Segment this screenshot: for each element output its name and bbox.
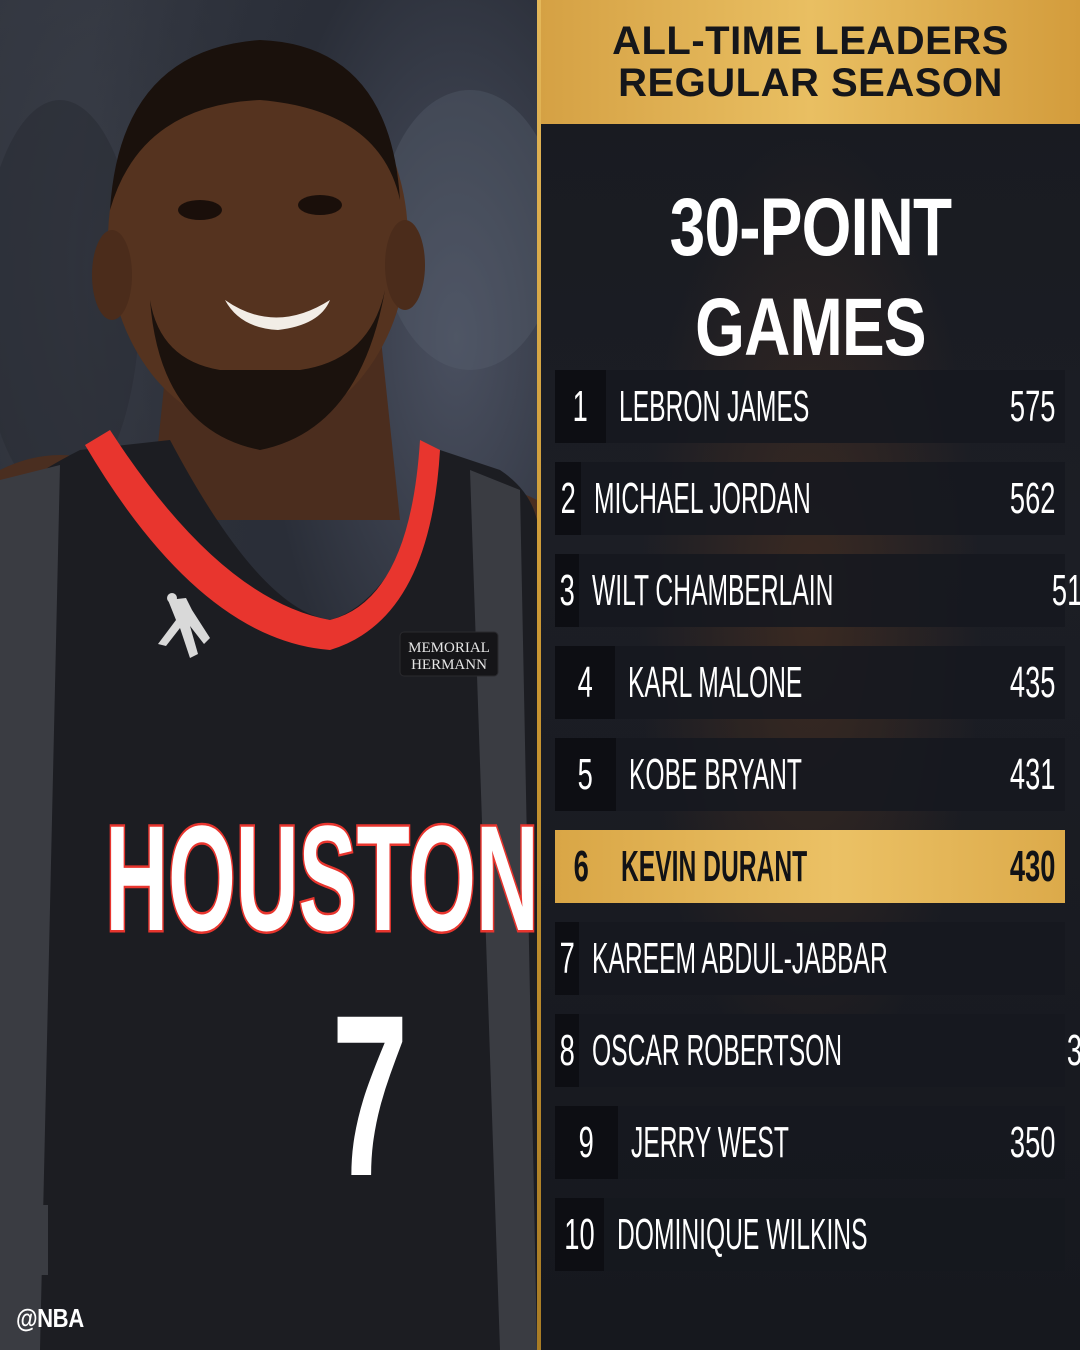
rank: 7 bbox=[559, 934, 575, 983]
rank-cell: 2 bbox=[555, 462, 582, 535]
player-head bbox=[108, 50, 408, 430]
rank: 2 bbox=[560, 474, 576, 523]
leader-row: 3 WILT CHAMBERLAIN 515 bbox=[555, 554, 1080, 627]
jersey-collar bbox=[85, 430, 440, 650]
player-illustration: MEMORIAL HERMANN HOUSTON 7 bbox=[0, 40, 537, 1350]
games-count: 515 bbox=[1051, 566, 1080, 615]
leader-row: 1 LEBRON JAMES 575 bbox=[555, 370, 1065, 443]
player-name: WILT CHAMBERLAIN bbox=[592, 566, 834, 615]
rank-cell: 3 bbox=[555, 554, 580, 627]
games-count: 562 bbox=[1009, 474, 1055, 523]
rank: 9 bbox=[578, 1118, 595, 1167]
player-name: KEVIN DURANT bbox=[621, 842, 808, 891]
games-count: 575 bbox=[1009, 382, 1055, 431]
rank: 8 bbox=[559, 1026, 575, 1075]
nba-watermark: @NBA bbox=[16, 1303, 84, 1333]
leader-row: 5 KOBE BRYANT 431 bbox=[555, 738, 1065, 811]
rank: 4 bbox=[577, 658, 593, 707]
header-title-line-1: ALL-TIME LEADERS bbox=[612, 19, 1009, 63]
rank: 5 bbox=[578, 750, 594, 799]
leader-row: 7 KAREEM ABDUL-JABBAR 429 bbox=[555, 922, 1065, 995]
leader-row: 8 OSCAR ROBERTSON 387 bbox=[555, 1014, 1080, 1087]
games-count: 350 bbox=[1009, 1118, 1055, 1167]
player-name: KARL MALONE bbox=[628, 658, 803, 707]
leader-row: 2 MICHAEL JORDAN 562 bbox=[555, 462, 1065, 535]
rank-cell: 9 bbox=[555, 1106, 618, 1179]
games-count: 431 bbox=[1009, 750, 1055, 799]
leader-row: 10 DOMINIQUE WILKINS 346 bbox=[555, 1198, 1065, 1271]
header-banner: ALL-TIME LEADERS REGULAR SEASON bbox=[541, 0, 1080, 124]
player-name: KOBE BRYANT bbox=[629, 750, 803, 799]
sponsor-line-1: MEMORIAL bbox=[408, 640, 490, 656]
stat-title: 30-POINT GAMES bbox=[669, 182, 952, 373]
player-name: MICHAEL JORDAN bbox=[594, 474, 812, 523]
rank-cell: 10 bbox=[555, 1198, 604, 1271]
leader-row-highlighted: 6 KEVIN DURANT 430 bbox=[555, 830, 1065, 903]
rank-cell: 7 bbox=[555, 922, 580, 995]
leader-row: 4 KARL MALONE 435 bbox=[555, 646, 1065, 719]
games-count: 435 bbox=[1009, 658, 1055, 707]
rank-cell: 4 bbox=[555, 646, 616, 719]
player-name: KAREEM ABDUL-JABBAR bbox=[592, 934, 889, 983]
gold-divider bbox=[537, 0, 541, 1350]
player-name: DOMINIQUE WILKINS bbox=[616, 1210, 868, 1259]
rank-cell: 5 bbox=[555, 738, 617, 811]
rank: 3 bbox=[559, 566, 575, 615]
sponsor-patch: MEMORIAL HERMANN bbox=[399, 631, 499, 677]
player-name: LEBRON JAMES bbox=[618, 382, 809, 431]
rank: 10 bbox=[564, 1210, 595, 1259]
jordan-logo-icon bbox=[158, 598, 210, 658]
games-count: 430 bbox=[1009, 842, 1055, 891]
leaderboard-panel: ALL-TIME LEADERS REGULAR SEASON 30-POINT… bbox=[541, 0, 1080, 1350]
rank: 6 bbox=[574, 842, 590, 891]
rank-cell: 6 bbox=[555, 830, 608, 903]
rank-cell: 1 bbox=[555, 370, 606, 443]
player-photo: MEMORIAL HERMANN HOUSTON 7 @NBA bbox=[0, 0, 537, 1350]
header-title-line-2: REGULAR SEASON bbox=[618, 61, 1003, 105]
rank: 1 bbox=[572, 382, 588, 431]
rank-cell: 8 bbox=[555, 1014, 580, 1087]
sponsor-line-2: HERMANN bbox=[411, 657, 487, 673]
jersey-number: 7 bbox=[332, 968, 409, 1225]
leader-row: 9 JERRY WEST 350 bbox=[555, 1106, 1065, 1179]
player-name: JERRY WEST bbox=[631, 1118, 789, 1167]
player-name: OSCAR ROBERTSON bbox=[592, 1026, 843, 1075]
jersey-team-name: HOUSTON bbox=[105, 794, 537, 962]
games-count: 387 bbox=[1067, 1014, 1080, 1087]
